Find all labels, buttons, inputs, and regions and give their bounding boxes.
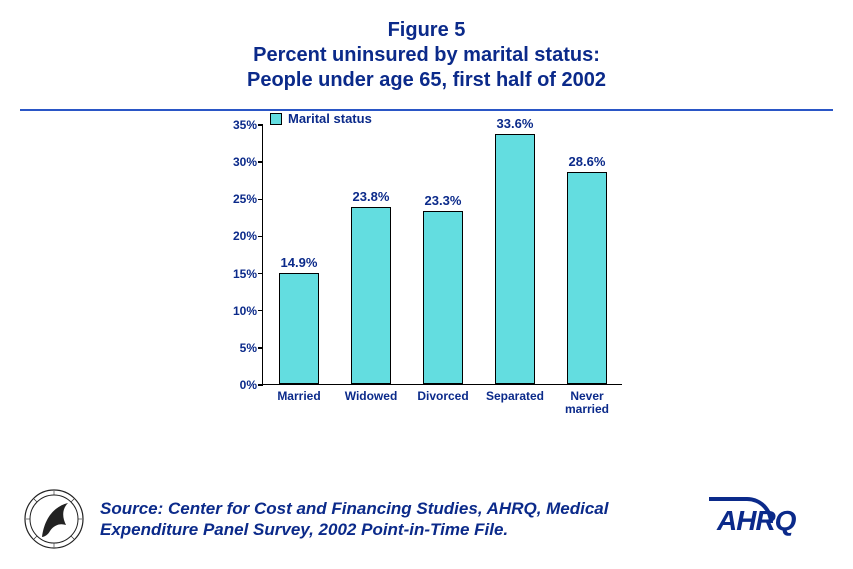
y-axis-tick-mark	[258, 310, 263, 312]
legend-label: Marital status	[288, 111, 372, 126]
x-axis-category-label: Married	[263, 384, 335, 403]
y-axis-tick-mark	[258, 236, 263, 238]
bar: 33.6%	[495, 134, 535, 384]
x-axis-category-label: Widowed	[335, 384, 407, 403]
title-line-3: People under age 65, first half of 2002	[0, 68, 853, 93]
title-line-2: Percent uninsured by marital status:	[0, 43, 853, 68]
y-axis-tick-mark	[258, 199, 263, 201]
chart-title-block: Figure 5 Percent uninsured by marital st…	[0, 0, 853, 101]
title-line-1: Figure 5	[0, 18, 853, 43]
bar: 14.9%	[279, 273, 319, 384]
ahrq-logo: AHRQ	[711, 495, 831, 543]
footer: Source: Center for Cost and Financing St…	[0, 487, 853, 551]
y-axis-tick-mark	[258, 273, 263, 275]
bar: 28.6%	[567, 172, 607, 384]
bar-chart: Marital status 0%5%10%15%20%25%30%35%14.…	[210, 115, 640, 425]
bar: 23.3%	[423, 211, 463, 384]
y-axis-tick-mark	[258, 347, 263, 349]
x-axis-category-label: Separated	[479, 384, 551, 403]
y-axis-tick-mark	[258, 161, 263, 163]
x-axis-category-label: Nevermarried	[551, 384, 623, 416]
hhs-seal-icon	[22, 487, 86, 551]
bar-value-label: 14.9%	[281, 255, 318, 270]
plot-area: 0%5%10%15%20%25%30%35%14.9%Married23.8%W…	[262, 125, 622, 385]
x-axis-category-label: Divorced	[407, 384, 479, 403]
y-axis-tick-mark	[258, 124, 263, 126]
bar: 23.8%	[351, 207, 391, 384]
title-rule	[20, 109, 833, 111]
source-text: Source: Center for Cost and Financing St…	[100, 498, 697, 541]
chart-legend: Marital status	[270, 111, 372, 126]
bar-value-label: 28.6%	[569, 154, 606, 169]
bar-value-label: 33.6%	[497, 116, 534, 131]
legend-swatch	[270, 113, 282, 125]
bar-value-label: 23.3%	[425, 193, 462, 208]
ahrq-logo-text: AHRQ	[717, 505, 795, 537]
bar-value-label: 23.8%	[353, 189, 390, 204]
